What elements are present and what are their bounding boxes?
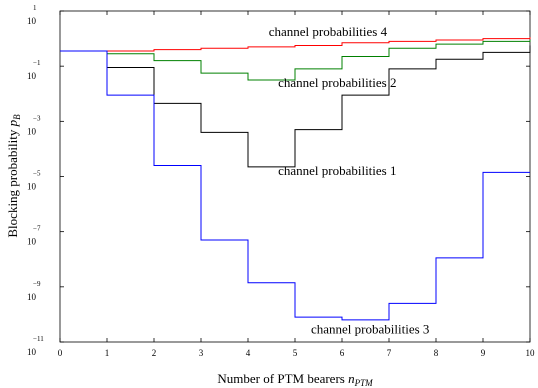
annotation-label: channel probabilities 1 [278,163,396,178]
x-axis-label: Number of PTM bearers nPTM [217,371,373,388]
annotation-label: channel probabilities 3 [311,322,429,337]
axis-ticks: 0 1 2 3 4 5 6 7 8 9 10 10 1 10 −1 10 −3 10 −5 10 −7 10 −9 10 −11 [27,4,535,358]
series-group [60,37,531,321]
x-tick-label: 5 [293,348,298,358]
annotation-label: channel probabilities 2 [278,75,396,90]
annotation-label: channel probabilities 4 [269,24,388,39]
y-tick-exponent: −11 [33,335,44,343]
x-tick-label: 2 [152,348,157,358]
y-axis-label: Blocking probability pB [5,114,22,238]
x-tick-label: 10 [526,348,536,358]
x-tick-label: 8 [434,348,439,358]
y-tick-exponent: 1 [33,4,37,12]
y-tick-label: 10 [27,182,37,192]
y-tick-label: 10 [27,16,37,26]
y-tick-label: 10 [27,126,37,136]
y-tick-label: 10 [27,237,37,247]
y-tick-exponent: −5 [33,170,41,178]
y-tick-label: 10 [27,292,37,302]
y-tick-label: 10 [27,71,37,81]
series-line-1 [60,37,531,52]
x-tick-label: 1 [105,348,110,358]
x-tick-label: 4 [246,348,251,358]
y-tick-exponent: −9 [33,280,41,288]
y-tick-exponent: −3 [33,114,41,122]
series-line-3 [60,45,531,168]
x-tick-label: 3 [199,348,204,358]
x-tick-label: 9 [481,348,486,358]
x-tick-label: 0 [58,348,63,358]
series-line-4 [60,50,530,321]
series-line-2 [60,39,531,81]
y-tick-exponent: −7 [33,225,41,233]
x-tick-label: 6 [340,348,345,358]
annotations: channel probabilities 4 channel probabili… [269,24,430,337]
y-tick-label: 10 [27,347,37,357]
y-tick-exponent: −1 [33,59,41,67]
x-tick-label: 7 [387,348,392,358]
